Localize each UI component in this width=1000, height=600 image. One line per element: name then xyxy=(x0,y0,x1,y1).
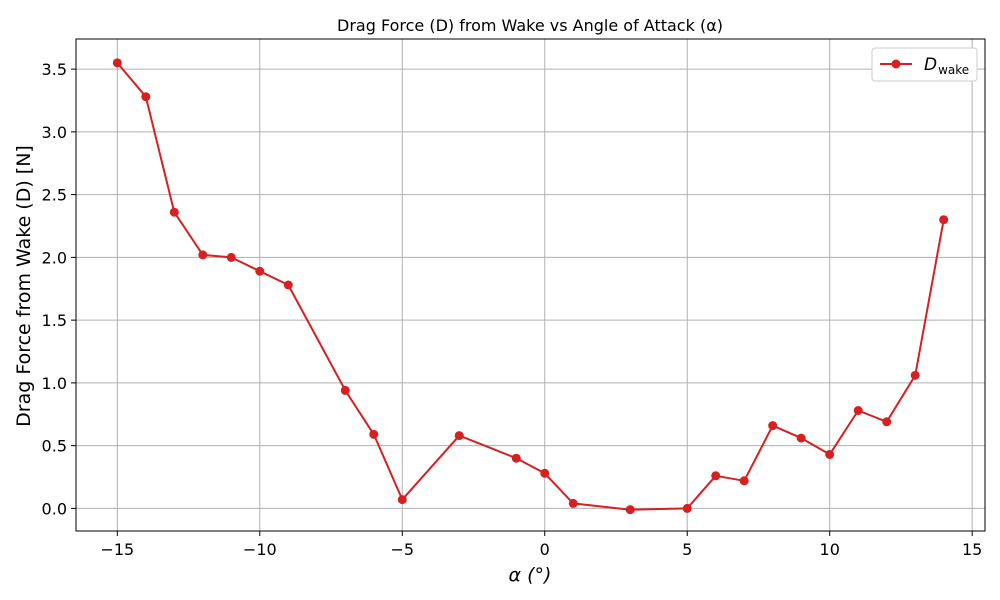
y-tick-label: 1.5 xyxy=(42,311,67,330)
grid xyxy=(76,39,985,531)
x-tick-label: 0 xyxy=(540,540,550,559)
data-point xyxy=(882,417,892,427)
data-point xyxy=(255,266,265,276)
data-point xyxy=(796,433,806,443)
plot-frame xyxy=(75,38,986,532)
data-point xyxy=(511,453,521,463)
legend-label-subscript: wake xyxy=(938,63,969,77)
x-tick-label: −15 xyxy=(100,540,134,559)
data-point xyxy=(141,92,151,102)
y-tick-label: 0.0 xyxy=(42,499,67,518)
y-tick-label: 1.0 xyxy=(42,374,67,393)
data-point xyxy=(454,431,464,441)
x-tick-label: −5 xyxy=(390,540,414,559)
data-point xyxy=(340,385,350,395)
data-point xyxy=(283,280,293,290)
data-point xyxy=(768,421,778,431)
data-point xyxy=(910,370,920,380)
legend: Dwake xyxy=(871,47,978,82)
x-axis-title: α (°) xyxy=(509,564,552,586)
data-point xyxy=(226,252,236,262)
data-point xyxy=(625,505,635,515)
legend-label: Dwake xyxy=(924,55,969,77)
data-point xyxy=(369,429,379,439)
data-point xyxy=(711,471,721,481)
y-tick-label: 2.5 xyxy=(42,186,67,205)
data-point xyxy=(169,207,179,217)
y-tick-label: 0.5 xyxy=(42,437,67,456)
data-point xyxy=(825,449,835,459)
data-point xyxy=(397,495,407,505)
series-line xyxy=(116,62,945,511)
data-point xyxy=(853,406,863,416)
legend-marker-swatch xyxy=(891,59,901,69)
data-point xyxy=(540,468,550,478)
legend-box xyxy=(871,47,978,82)
y-tick-label: 3.0 xyxy=(42,123,67,142)
x-tick-label: 5 xyxy=(682,540,692,559)
x-tick-label: −10 xyxy=(243,540,277,559)
x-tick-label: 10 xyxy=(820,540,840,559)
y-tick-label: 2.0 xyxy=(42,248,67,267)
chart-title: Drag Force (D) from Wake vs Angle of Att… xyxy=(337,16,723,35)
x-axis: −15 −10 −5 0 5 10 15 xyxy=(100,531,982,559)
data-point xyxy=(198,250,208,260)
y-tick-label: 3.5 xyxy=(42,60,67,79)
legend-label-main: D xyxy=(924,55,937,75)
x-tick-label: 15 xyxy=(962,540,982,559)
data-point xyxy=(568,498,578,508)
data-point xyxy=(682,503,692,513)
data-point xyxy=(112,58,122,68)
y-axis-title: Drag Force from Wake (D) [N] xyxy=(13,145,35,427)
series-layer xyxy=(112,58,949,515)
y-axis: 0.0 0.5 1.0 1.5 2.0 2.5 3.0 3.5 xyxy=(42,60,76,518)
data-point xyxy=(939,215,949,225)
data-point xyxy=(739,476,749,486)
